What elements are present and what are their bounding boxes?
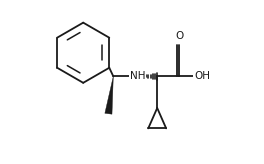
Text: O: O [175,31,183,41]
Text: OH: OH [194,71,210,81]
Text: NH: NH [130,71,145,81]
Polygon shape [105,76,113,114]
